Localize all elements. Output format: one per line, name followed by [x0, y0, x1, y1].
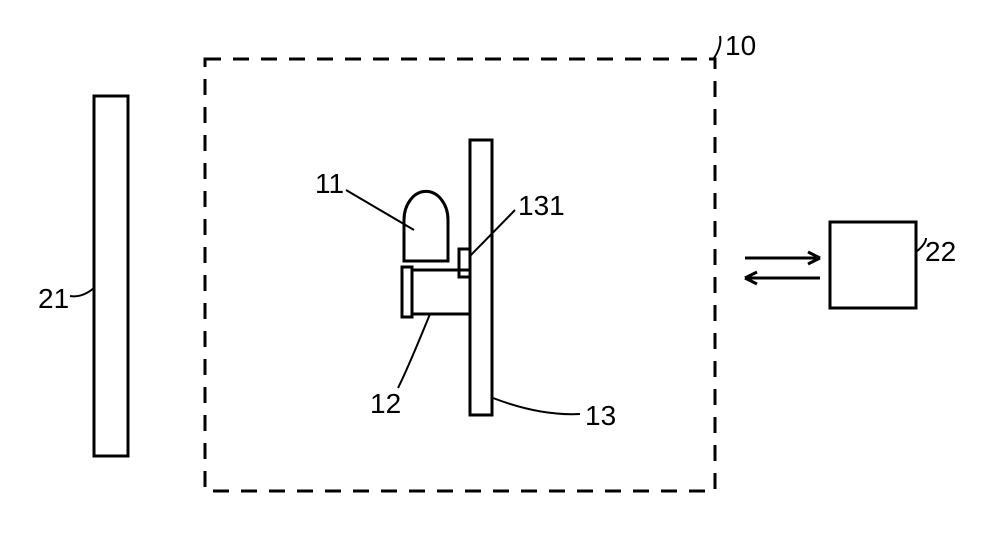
- label-13: 13: [585, 400, 616, 432]
- label-21: 21: [38, 283, 69, 315]
- label-11: 11: [315, 168, 344, 200]
- label-10: 10: [725, 30, 756, 62]
- label-131: 131: [518, 190, 565, 222]
- label-12: 12: [370, 388, 401, 420]
- diagram-svg: [0, 0, 1000, 539]
- label-22: 22: [925, 236, 956, 268]
